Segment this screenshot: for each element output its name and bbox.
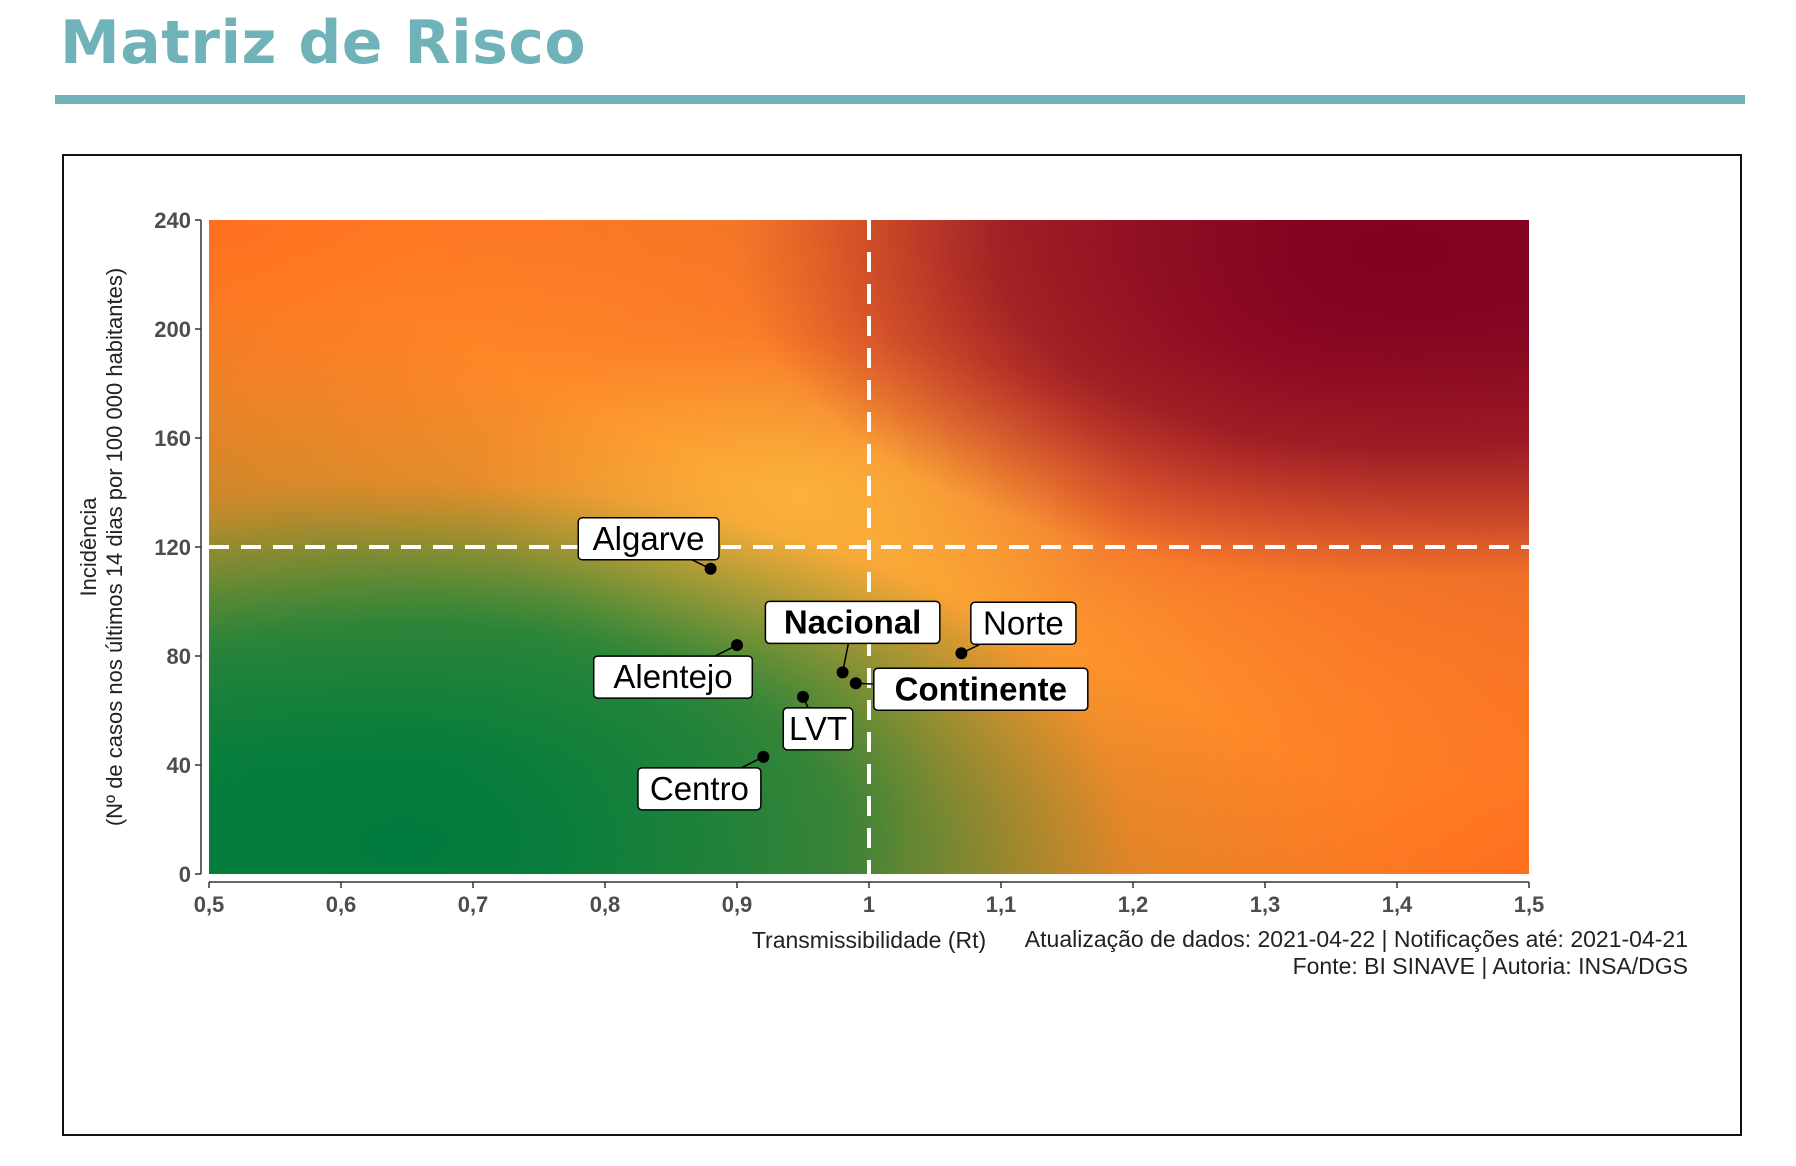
point-nacional [836,666,849,679]
x-tick-label: 0,9 [722,892,753,917]
point-label-algarve: Algarve [593,520,705,557]
x-tick-label: 0,7 [458,892,489,917]
label-box-continente [873,667,1089,711]
x-axis-label: Transmissibilidade (Rt) [752,927,986,953]
x-tick-label: 0,8 [590,892,621,917]
x-tick-label: 1,4 [1382,892,1413,917]
y-tick-label: 240 [154,208,191,233]
point-label-continente: Continente [895,670,1067,707]
label-box-alentejo [592,655,754,699]
label-box-norte [970,601,1077,646]
x-tick-label: 0,6 [326,892,357,917]
page-title: Matriz de Risco [60,8,587,78]
source-caption: Fonte: BI SINAVE | Autoria: INSA/DGS [1292,953,1688,979]
update-caption: Atualização de dados: 2021-04-22 | Notif… [1024,926,1688,952]
y-axis-label-line: Incidência [76,497,101,597]
point-norte [955,647,968,660]
y-tick-label: 0 [179,862,191,887]
x-tick-label: 1,2 [1118,892,1149,917]
point-centro [757,750,770,763]
point-label-norte: Norte [983,604,1064,641]
label-box-centro [637,767,762,811]
x-tick-label: 1 [863,892,875,917]
point-label-centro: Centro [650,770,749,807]
point-label-alentejo: Alentejo [613,658,732,695]
y-axis-label: Incidência(Nº de casos nos últimos 14 di… [76,268,127,826]
y-tick-label: 80 [167,644,191,669]
point-label-nacional: Nacional [784,603,922,640]
point-lvt [797,690,809,703]
y-axis-label-line: (Nº de casos nos últimos 14 dias por 100… [102,268,127,826]
y-tick-label: 120 [154,535,191,560]
risk-matrix-chart: 0 40 80 120 160 200 240 0,5 0,6 0,7 0,8 0,9 1 1,1 1,2 1… [76,208,1545,953]
x-tick-label: 1,1 [986,892,1017,917]
point-algarve [704,562,717,575]
chart-frame: 0 40 80 120 160 200 240 0,5 0,6 0,7 0,8 0,9 1 1,1 1,2 1… [62,154,1742,1136]
point-alentejo [731,639,743,652]
label-box-nacional [764,600,941,645]
x-tick-label: 0,5 [194,892,225,917]
point-label-lvt: LVT [789,710,847,747]
title-underline [55,95,1745,104]
y-tick-label: 160 [154,426,191,451]
point-continente [849,677,862,690]
y-tick-label: 200 [154,317,191,342]
label-box-algarve [577,517,720,561]
x-tick-label: 1,3 [1250,892,1281,917]
label-box-lvt [782,707,854,751]
y-tick-label: 40 [167,753,191,778]
x-tick-label: 1,5 [1514,892,1545,917]
